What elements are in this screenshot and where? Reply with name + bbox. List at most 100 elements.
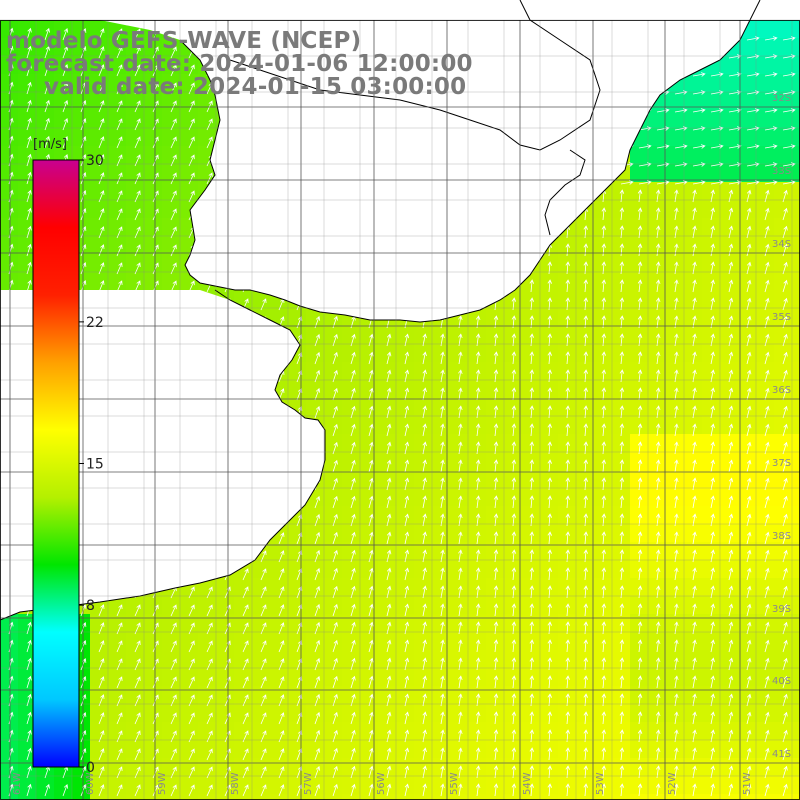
wind-arrow — [458, 351, 463, 365]
speed-cell — [738, 308, 757, 327]
speed-cell — [0, 704, 19, 723]
wind-arrow — [386, 459, 392, 473]
speed-cell — [684, 254, 703, 273]
wind-arrow — [458, 603, 463, 617]
speed-cell — [774, 650, 793, 669]
speed-cell — [18, 236, 37, 255]
wind-arrow — [656, 144, 670, 149]
wind-arrow — [98, 118, 105, 131]
speed-cell — [162, 236, 181, 255]
speed-cell — [162, 146, 181, 165]
speed-cell — [756, 560, 775, 579]
speed-cell — [720, 578, 739, 597]
speed-cell — [414, 506, 433, 525]
colorbar-tick-label: 22 — [86, 315, 104, 331]
speed-cell — [270, 686, 289, 705]
speed-cell — [702, 524, 721, 543]
speed-cell — [756, 542, 775, 561]
speed-cell — [792, 794, 800, 800]
wind-arrow — [710, 495, 715, 509]
wind-arrow — [152, 64, 159, 77]
wind-arrow — [655, 423, 661, 437]
wind-arrow — [26, 243, 32, 257]
speed-cell — [144, 128, 163, 147]
speed-cell — [720, 470, 739, 489]
speed-cell — [288, 740, 307, 759]
wind-arrow — [619, 711, 625, 725]
wind-arrow — [422, 351, 427, 365]
wind-arrow — [583, 387, 589, 401]
speed-cell — [270, 740, 289, 759]
wind-arrow — [116, 640, 123, 653]
wind-arrow — [674, 531, 679, 545]
speed-cell — [324, 722, 343, 741]
speed-cell — [162, 128, 181, 147]
speed-cell — [432, 776, 451, 795]
wind-arrow — [98, 604, 105, 617]
wind-arrow — [98, 676, 105, 689]
speed-cell — [18, 704, 37, 723]
wind-arrow — [565, 675, 571, 689]
wind-arrow — [440, 603, 445, 617]
wind-arrow — [764, 36, 778, 41]
wind-arrow — [206, 586, 213, 599]
speed-cell — [774, 740, 793, 759]
speed-cell — [792, 722, 800, 741]
speed-cell — [432, 344, 451, 363]
speed-cell — [774, 398, 793, 417]
speed-cell — [738, 110, 757, 129]
wind-arrow — [134, 46, 141, 59]
speed-cell — [198, 668, 217, 687]
speed-cell — [684, 416, 703, 435]
speed-cell — [432, 380, 451, 399]
speed-cell — [738, 164, 757, 183]
wind-arrow — [601, 459, 607, 473]
speed-cell — [72, 74, 91, 93]
speed-cell — [18, 38, 37, 57]
wind-arrow — [782, 603, 788, 617]
speed-cell — [396, 488, 415, 507]
speed-cell — [792, 452, 800, 471]
wind-arrow — [26, 207, 32, 221]
speed-cell — [90, 182, 109, 201]
wind-arrow — [260, 712, 267, 725]
speed-cell — [414, 434, 433, 453]
speed-cell — [702, 488, 721, 507]
speed-cell — [720, 668, 739, 687]
speed-cell — [792, 200, 800, 219]
speed-cell — [90, 686, 109, 705]
speed-cell — [702, 326, 721, 345]
speed-cell — [684, 200, 703, 219]
speed-cell — [396, 398, 415, 417]
wind-arrow — [134, 694, 141, 707]
wind-arrow — [782, 387, 788, 401]
speed-cell — [144, 632, 163, 651]
speed-cell — [90, 236, 109, 255]
wind-arrow — [44, 27, 50, 41]
wind-arrow — [116, 46, 123, 59]
wind-arrow — [692, 108, 706, 113]
speed-cell — [342, 470, 361, 489]
wind-arrow — [458, 639, 463, 653]
wind-arrow — [583, 783, 589, 797]
speed-cell — [342, 362, 361, 381]
speed-cell — [126, 92, 145, 111]
speed-cell — [684, 398, 703, 417]
wind-arrow — [350, 423, 356, 437]
wind-arrow — [98, 46, 105, 59]
wind-arrow — [637, 243, 643, 257]
speed-cell — [738, 92, 757, 111]
speed-cell — [684, 326, 703, 345]
speed-cell — [144, 110, 163, 129]
latitude-label: 41S — [772, 749, 792, 760]
wind-arrow — [710, 207, 715, 221]
speed-cell — [414, 380, 433, 399]
speed-cell — [792, 614, 800, 633]
speed-cell — [180, 596, 199, 615]
speed-cell — [0, 776, 19, 795]
wind-arrow — [728, 351, 734, 365]
speed-cell — [288, 650, 307, 669]
wind-arrow — [728, 711, 734, 725]
speed-cell — [720, 542, 739, 561]
speed-cell — [684, 578, 703, 597]
